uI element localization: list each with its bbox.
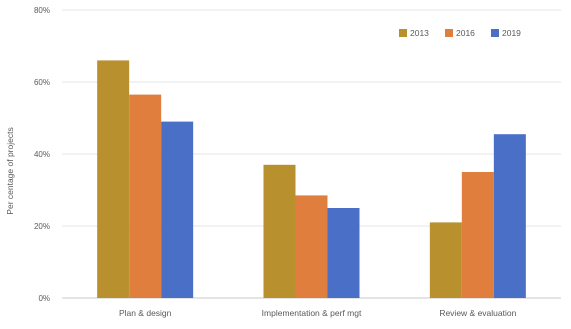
y-tick-label: 20% xyxy=(34,222,50,231)
y-tick-label: 80% xyxy=(34,6,50,15)
bar-2016-3 xyxy=(461,172,494,298)
bar-2019-3 xyxy=(493,134,526,298)
bars xyxy=(97,60,526,299)
x-category-label: Implementation & perf mgt xyxy=(262,308,362,318)
y-tick-label: 0% xyxy=(38,294,50,303)
legend: 2013 2016 2019 xyxy=(399,28,521,38)
x-axis-categories: Plan & design Implementation & perf mgt Re… xyxy=(119,308,517,318)
bar-2019-1 xyxy=(161,121,194,298)
bar-2013-2 xyxy=(263,164,296,298)
bar-2016-2 xyxy=(295,195,328,298)
y-tick-label: 40% xyxy=(34,150,50,159)
legend-label-2019: 2019 xyxy=(502,28,521,38)
y-axis-ticks: 0% 20% 40% 60% 80% xyxy=(34,6,50,303)
legend-label-2016: 2016 xyxy=(456,28,475,38)
y-axis-title: Per centage of projects xyxy=(5,127,15,214)
legend-swatch-2019 xyxy=(491,29,499,37)
bar-2016-1 xyxy=(129,94,162,298)
bar-2013-1 xyxy=(97,60,130,299)
y-tick-label: 60% xyxy=(34,78,50,87)
bar-2013-3 xyxy=(429,222,462,298)
bar-2019-2 xyxy=(327,208,360,298)
legend-swatch-2013 xyxy=(399,29,407,37)
x-category-label: Review & evaluation xyxy=(439,308,516,318)
legend-label-2013: 2013 xyxy=(410,28,429,38)
legend-swatch-2016 xyxy=(445,29,453,37)
x-category-label: Plan & design xyxy=(119,308,172,318)
